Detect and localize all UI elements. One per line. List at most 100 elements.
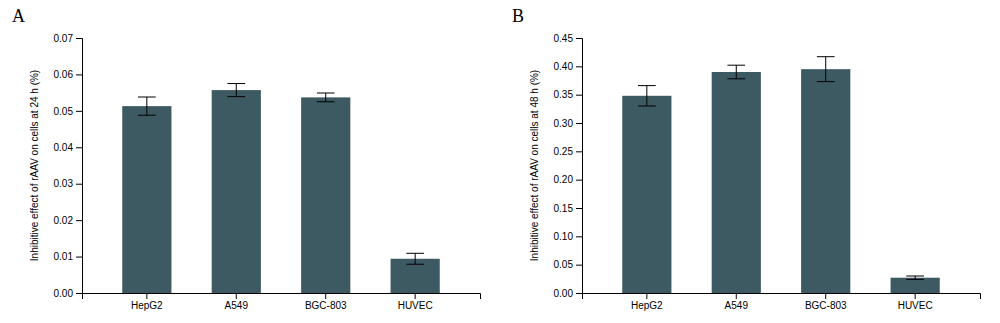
tick-mark: [76, 293, 82, 294]
tick-label: 0.07: [54, 33, 74, 44]
y-tick: 0.00: [54, 288, 82, 299]
error-stem: [825, 57, 826, 82]
plot-area: 0.00 0.05 0.10 0.15 0.20 0.25 0.30 0.35 0.40 0.45…: [554, 33, 981, 311]
error-bar: [638, 86, 656, 106]
tick-mark: [576, 95, 582, 96]
y-tick: 0.10: [554, 231, 582, 242]
tick-mark: [825, 293, 826, 299]
panel: 0.00 0.05 0.10 0.15 0.20 0.25 0.30 0.35 0.40 0.45…: [512, 6, 981, 311]
y-axis-title: Inhibitive effect of rAAV on cells at 48…: [529, 70, 540, 261]
tick-label: BGC-803: [805, 300, 847, 311]
x-tick: HUVEC: [398, 293, 433, 311]
x-tick: A549: [225, 293, 249, 311]
x-tick: BGC-803: [805, 293, 847, 311]
tick-label: A549: [225, 300, 249, 311]
y-tick: 0.03: [54, 178, 82, 189]
bar: [622, 96, 671, 293]
tick-label: 0.10: [554, 231, 574, 242]
tick-label: 0.02: [54, 215, 74, 226]
error-cap: [317, 93, 335, 94]
error-cap: [638, 106, 656, 107]
error-cap: [138, 115, 156, 116]
error-cap: [406, 253, 424, 254]
y-tick: 0.30: [554, 118, 582, 129]
chart-root: 0.00 0.01 0.02 0.03 0.04 0.05 0.06 0.07 HepG2 A54…: [0, 0, 1000, 323]
tick-mark: [146, 293, 147, 299]
tick-mark: [576, 208, 582, 209]
x-tick: A549: [725, 293, 749, 311]
tick-label: 0.30: [554, 118, 574, 129]
error-bar: [406, 253, 424, 264]
bar: [712, 72, 761, 293]
error-cap: [727, 65, 745, 66]
tick-label: 0.01: [54, 251, 74, 262]
error-cap: [317, 101, 335, 102]
y-tick: 0.00: [554, 288, 582, 299]
x-tick: HUVEC: [898, 293, 933, 311]
y-axis-title: Inhibitive effect of rAAV on cells at 24…: [29, 70, 40, 261]
y-tick: 0.25: [554, 146, 582, 157]
error-stem: [146, 97, 147, 115]
y-tick: 0.02: [54, 215, 82, 226]
tick-mark: [76, 111, 82, 112]
tick-mark: [236, 293, 237, 299]
error-cap: [817, 56, 835, 57]
bar: [301, 97, 350, 293]
tick-mark: [76, 38, 82, 39]
error-stem: [236, 84, 237, 97]
bar: [891, 278, 940, 293]
axis-line: [76, 39, 83, 294]
bar: [801, 69, 850, 293]
axis-line: [583, 294, 981, 300]
tick-label: BGC-803: [305, 300, 347, 311]
y-tick: 0.04: [54, 142, 82, 153]
y-tick: 0.05: [554, 259, 582, 270]
panel-label: B: [512, 6, 524, 26]
error-cap: [406, 264, 424, 265]
panel-label: A: [12, 6, 25, 26]
y-tick: 0.35: [554, 89, 582, 100]
tick-mark: [76, 147, 82, 148]
error-stem: [915, 276, 916, 279]
tick-label: 0.40: [554, 61, 574, 72]
tick-mark: [915, 293, 916, 299]
marks: [122, 84, 440, 293]
plot-area: 0.00 0.01 0.02 0.03 0.04 0.05 0.06 0.07 HepG2 A54…: [54, 33, 481, 311]
y-tick: 0.01: [54, 251, 82, 262]
tick-label: 0.45: [554, 33, 574, 44]
error-bar: [317, 93, 335, 102]
bar: [391, 259, 440, 293]
tick-mark: [415, 293, 416, 299]
tick-mark: [76, 257, 82, 258]
error-bar: [138, 97, 156, 115]
tick-mark: [576, 265, 582, 266]
error-bar: [906, 276, 924, 279]
tick-label: 0.05: [54, 106, 74, 117]
tick-mark: [576, 293, 582, 294]
tick-mark: [76, 74, 82, 75]
tick-mark: [736, 293, 737, 299]
error-bar: [227, 84, 245, 97]
tick-label: 0.15: [554, 203, 574, 214]
tick-label: A549: [725, 300, 749, 311]
y-axis: 0.00 0.01 0.02 0.03 0.04 0.05 0.06 0.07: [54, 33, 83, 299]
tick-mark: [576, 66, 582, 67]
tick-label: 0.06: [54, 69, 74, 80]
error-stem: [736, 65, 737, 79]
x-tick: HepG2: [131, 293, 163, 311]
error-bar: [817, 57, 835, 82]
y-tick: 0.45: [554, 33, 582, 44]
tick-label: 0.20: [554, 174, 574, 185]
tick-mark: [76, 184, 82, 185]
error-cap: [138, 97, 156, 98]
error-cap: [817, 81, 835, 82]
error-cap: [227, 96, 245, 97]
error-bar: [727, 65, 745, 79]
tick-mark: [576, 38, 582, 39]
x-axis: HepG2A549BGC-803HUVEC: [583, 293, 981, 311]
y-tick: 0.07: [54, 33, 82, 44]
tick-label: 0.00: [54, 288, 74, 299]
error-stem: [325, 93, 326, 102]
bar: [212, 90, 261, 293]
tick-label: 0.35: [554, 89, 574, 100]
